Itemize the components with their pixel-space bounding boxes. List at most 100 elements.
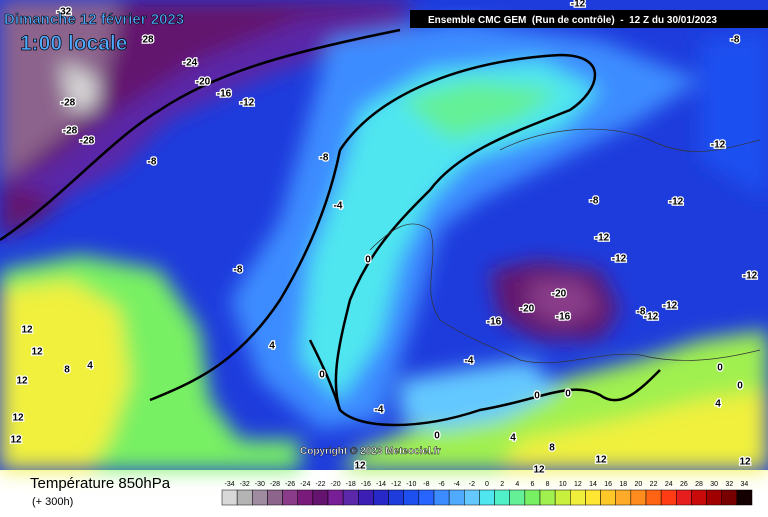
contour-label: -28 [61, 98, 76, 109]
contour-label: 12 [10, 435, 22, 446]
legend-label: -6 [438, 481, 444, 488]
coastlines [369, 128, 761, 364]
legend-label: -18 [346, 481, 356, 488]
legend-swatch [736, 489, 753, 506]
legend-swatch [585, 489, 601, 506]
contour-lines [0, 28, 661, 427]
legend-label: -10 [406, 481, 416, 488]
legend-swatch [464, 489, 480, 506]
contour-label: -12 [240, 98, 255, 109]
contour-label: -4 [465, 356, 474, 367]
legend-swatch [645, 489, 662, 506]
legend-label: 34 [741, 481, 749, 488]
contour-label: -12 [663, 301, 678, 312]
contour-label: -24 [183, 58, 198, 69]
contour-label: -28 [80, 136, 95, 147]
contour-label: -8 [234, 265, 243, 276]
legend-swatch [600, 489, 616, 506]
legend-swatch [236, 489, 253, 506]
legend-swatch [267, 489, 283, 506]
contour-label: 0 [534, 391, 540, 402]
contour-label: -12 [743, 271, 758, 282]
contour-label: -12 [612, 254, 627, 265]
legend-label: 16 [604, 481, 612, 488]
contour-label: 4 [87, 361, 93, 372]
legend-label: -12 [391, 481, 401, 488]
contour-label: -20 [196, 77, 211, 88]
legend-label: -2 [469, 481, 475, 488]
contour-label: 0 [434, 431, 440, 442]
legend-swatch [691, 489, 707, 506]
legend-swatch [358, 489, 374, 506]
legend-swatch [494, 489, 510, 506]
contour-label: -12 [571, 0, 586, 10]
contour-label: -16 [556, 312, 571, 323]
contour-label: -4 [334, 201, 343, 212]
contour-label: -8 [148, 157, 157, 168]
legend-label: 28 [695, 481, 703, 488]
temperature-field [0, 0, 768, 470]
legend-label: 10 [559, 481, 567, 488]
legend-swatch [221, 489, 238, 506]
legend-label: 24 [665, 481, 673, 488]
legend-label: 18 [619, 481, 627, 488]
legend-swatch [630, 489, 647, 506]
footer-lead: (+ 300h) [32, 496, 73, 508]
contour-label: 0 [737, 381, 743, 392]
contour-label: -8 [731, 35, 740, 46]
legend-label: 22 [650, 481, 658, 488]
legend-swatch [448, 489, 465, 506]
legend-swatch [312, 489, 329, 506]
legend-label: 4 [515, 481, 519, 488]
contour-label: 4 [715, 399, 721, 410]
contour-label: -16 [217, 89, 232, 100]
legend-label: -14 [376, 481, 386, 488]
contour-label: 4 [269, 341, 275, 352]
model-banner [410, 10, 768, 28]
contour-label: -12 [669, 197, 684, 208]
legend-label: 2 [500, 481, 504, 488]
legend-label: -32 [240, 481, 250, 488]
contour-label: -16 [487, 317, 502, 328]
contour-label: 8 [64, 365, 70, 376]
contour-label: 28 [142, 35, 154, 46]
legend-swatch [327, 489, 344, 506]
contour-label: 12 [533, 465, 545, 476]
legend-label: -20 [331, 481, 341, 488]
legend-swatch [388, 489, 404, 506]
contour-label: -12 [711, 140, 726, 151]
legend-swatch [660, 489, 677, 506]
legend-swatch [252, 489, 268, 506]
footer-title: Température 850hPa [30, 475, 171, 492]
model-info: Ensemble CMC GEM (Run de contrôle) - 12 … [428, 15, 717, 26]
contour-label: 12 [595, 455, 607, 466]
legend-label: -30 [255, 481, 265, 488]
legend-label: 12 [574, 481, 582, 488]
contour-label: 12 [21, 325, 33, 336]
legend-label: -16 [361, 481, 371, 488]
legend-label: 8 [546, 481, 550, 488]
legend-swatch [342, 489, 359, 506]
contour-label: 0 [565, 389, 571, 400]
contour-label: 12 [739, 457, 751, 468]
legend-label: -26 [285, 481, 295, 488]
contour-label: 12 [16, 376, 28, 387]
legend-label: -4 [454, 481, 460, 488]
legend-label: -22 [315, 481, 325, 488]
legend-label: 0 [485, 481, 489, 488]
legend-swatch [721, 489, 738, 506]
legend-label: 6 [530, 481, 534, 488]
legend-swatch [539, 489, 556, 506]
contour-label: 0 [365, 255, 371, 266]
contour-label: -28 [63, 126, 78, 137]
legend-swatch [373, 489, 389, 506]
contour-label: -8 [637, 307, 646, 318]
contour-label: 8 [549, 443, 555, 454]
contour-label: 12 [12, 413, 24, 424]
legend-swatch [403, 489, 420, 506]
legend-swatch [282, 489, 298, 506]
legend-label: 30 [710, 481, 718, 488]
legend-swatch [676, 489, 692, 506]
